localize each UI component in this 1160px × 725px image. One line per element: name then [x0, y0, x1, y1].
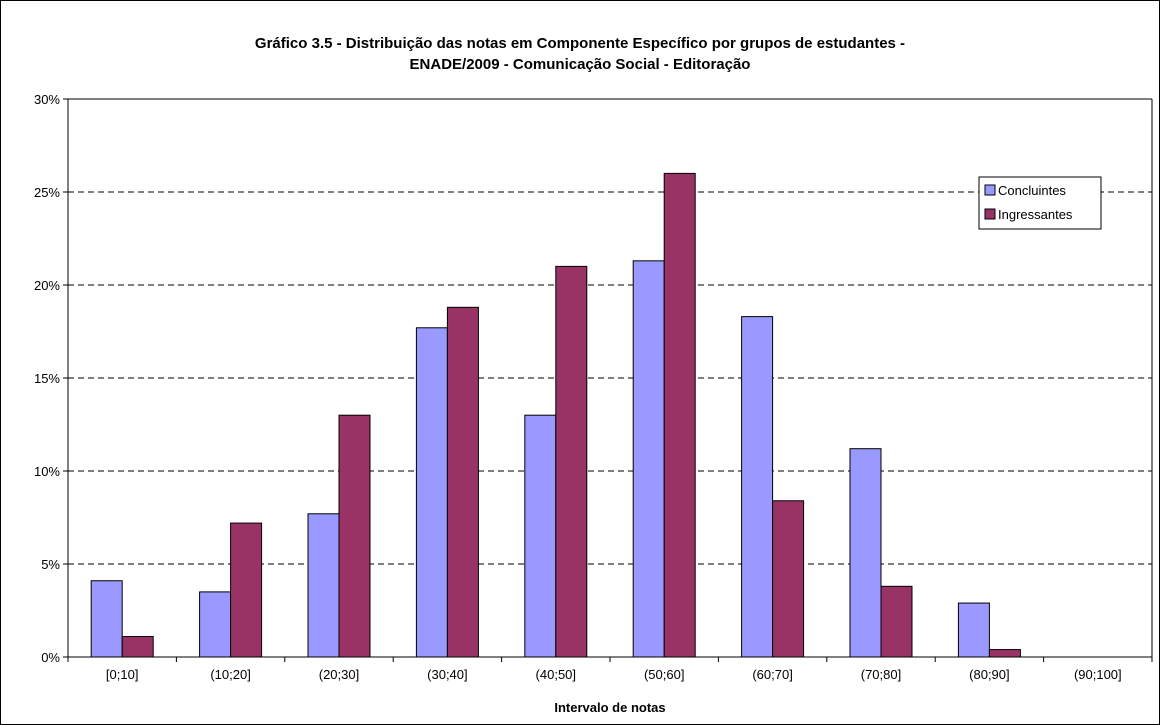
y-tick-label: 25%	[34, 185, 60, 200]
bar-concluintes	[741, 316, 774, 658]
bar-ingressantes	[988, 649, 1021, 658]
chart-title-line-2: ENADE/2009 - Comunicação Social - Editor…	[410, 56, 751, 73]
x-tick-label: (30;40]	[427, 667, 467, 682]
x-tick-label: (20;30]	[319, 667, 359, 682]
legend-label-concluintes: Concluintes	[998, 183, 1066, 198]
plot-area: 0% 5% 10% 15% 20% 25% 30% [0;10] (10;20] (20;30] (…	[34, 92, 1153, 682]
legend-swatch-concluintes	[984, 184, 996, 196]
bar-concluintes	[632, 260, 665, 658]
bar-concluintes	[524, 414, 557, 658]
x-tick-label: (70;80]	[861, 667, 901, 682]
legend-box	[978, 176, 1102, 230]
y-tick-label: 0%	[41, 650, 60, 665]
y-tick-label: 30%	[34, 92, 60, 107]
y-tick-label: 15%	[34, 371, 60, 386]
y-tick-label: 5%	[41, 557, 60, 572]
x-tick-label: (10;20]	[210, 667, 250, 682]
bar-ingressantes	[555, 265, 588, 658]
x-tick-label: (60;70]	[752, 667, 792, 682]
bar-ingressantes	[230, 522, 263, 658]
x-tick-label: (40;50]	[536, 667, 576, 682]
bar-ingressantes	[446, 306, 479, 658]
bar-concluintes	[415, 327, 448, 658]
bar-ingressantes	[663, 172, 696, 658]
x-axis-title: Intervalo de notas	[554, 700, 665, 715]
legend-swatch-ingressantes	[984, 208, 996, 220]
bar-ingressantes	[880, 585, 913, 658]
bar-concluintes	[199, 591, 232, 658]
bar-ingressantes	[338, 414, 371, 658]
bar-ingressantes	[121, 636, 154, 658]
legend: Concluintes Ingressantes	[978, 176, 1102, 230]
bar-ingressantes	[772, 500, 805, 658]
bar-concluintes	[307, 513, 340, 658]
legend-label-ingressantes: Ingressantes	[998, 207, 1073, 222]
y-tick-label: 20%	[34, 278, 60, 293]
bar-concluintes	[90, 580, 123, 658]
x-tick-label: (90;100]	[1074, 667, 1122, 682]
bar-concluintes	[849, 448, 882, 658]
bar-concluintes	[957, 602, 990, 658]
x-tick-label: (80;90]	[969, 667, 1009, 682]
x-tick-label: [0;10]	[106, 667, 139, 682]
chart-title-line-1: Gráfico 3.5 - Distribuição das notas em …	[255, 35, 905, 52]
x-tick-label: (50;60]	[644, 667, 684, 682]
y-tick-label: 10%	[34, 464, 60, 479]
